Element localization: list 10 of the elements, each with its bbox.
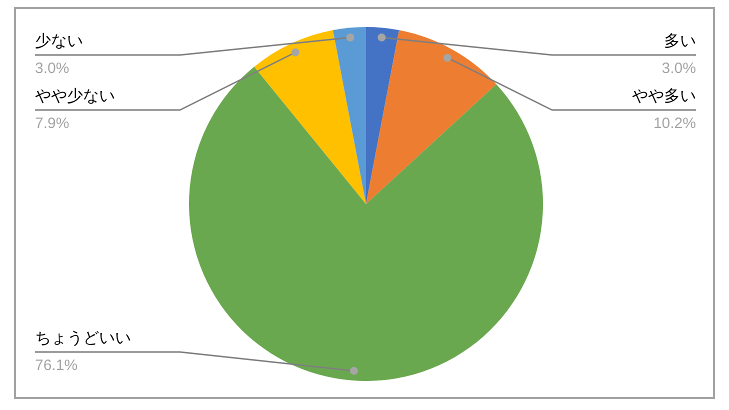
data-label: 10.2% [653,115,696,132]
data-label: 3.0% [662,60,696,77]
data-label: 7.9% [35,115,70,132]
data-label: 3.0% [35,60,70,77]
slice-label: やや多い [632,87,696,105]
slice-label: 少ない [35,32,83,50]
slice-label: やや少ない [35,87,115,105]
data-label: 76.1% [35,357,78,374]
slice-label: ちょうどいい [35,330,131,347]
slice-label: 多い [664,32,696,50]
